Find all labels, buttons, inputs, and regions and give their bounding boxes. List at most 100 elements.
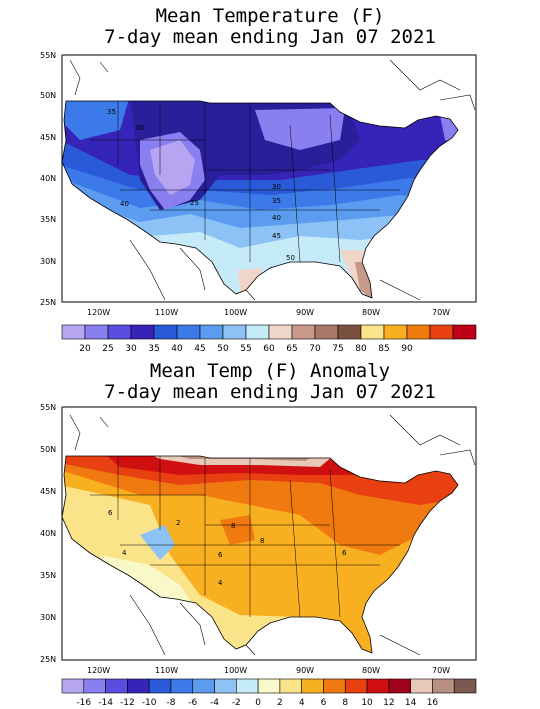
top-colorbar-label: 40 bbox=[171, 344, 183, 354]
lon-label: 110W bbox=[155, 666, 178, 675]
top-colorbar-swatch bbox=[176, 324, 201, 340]
bottom-colorbar-swatch bbox=[323, 678, 346, 694]
bottom-colorbar-label: 8 bbox=[342, 698, 348, 708]
lon-label: 120W bbox=[87, 308, 110, 317]
top-us-outline bbox=[61, 100, 459, 299]
top-contour-label: 40 bbox=[120, 200, 129, 208]
top-contour-label: 25 bbox=[190, 199, 199, 207]
top-colorbar-label: 20 bbox=[79, 344, 91, 354]
top-colorbar-swatch bbox=[130, 324, 155, 340]
bottom-lat-labels: 55N 50N 45N 40N 35N 30N 25N bbox=[40, 403, 56, 664]
lon-label: 90W bbox=[296, 666, 314, 675]
lon-label: 70W bbox=[432, 666, 450, 675]
top-contour-label: 35 bbox=[107, 108, 116, 116]
top-colorbar-label: 45 bbox=[194, 344, 205, 354]
bottom-colorbar-swatch bbox=[453, 678, 477, 694]
top-contour-label: 35 bbox=[272, 197, 281, 205]
top-colorbar-swatch bbox=[314, 324, 339, 340]
bottom-colorbar-swatch bbox=[192, 678, 215, 694]
top-colorbar-label: 70 bbox=[309, 344, 321, 354]
lat-label: 30N bbox=[40, 613, 56, 622]
bottom-colorbar-swatch bbox=[344, 678, 368, 694]
top-colorbar-swatch bbox=[429, 324, 454, 340]
bottom-colorbar-label: -8 bbox=[166, 698, 175, 708]
bottom-colorbar-swatch bbox=[388, 678, 411, 694]
bottom-contour-label: 6 bbox=[342, 549, 347, 557]
top-lon-labels: 120W 110W 100W 90W 80W 70W bbox=[87, 308, 450, 317]
lon-label: 100W bbox=[224, 666, 247, 675]
bottom-colorbar-label: -14 bbox=[98, 698, 113, 708]
lon-label: 80W bbox=[362, 666, 380, 675]
top-colorbar-swatch bbox=[199, 324, 224, 340]
top-contour-label: 45 bbox=[272, 232, 281, 240]
bottom-colorbar-swatch bbox=[236, 678, 259, 694]
bottom-colorbar-label: 4 bbox=[299, 698, 305, 708]
bottom-colorbar-label: -2 bbox=[232, 698, 241, 708]
bottom-colorbar-label: -4 bbox=[210, 698, 219, 708]
top-contour-label: 30 bbox=[272, 183, 281, 191]
bottom-anomaly-map: 6 2 8 4 6 8 4 6 55N 50N 45N 40N 35N 30N … bbox=[40, 403, 477, 708]
top-colorbar-label: 30 bbox=[125, 344, 137, 354]
lon-label: 110W bbox=[155, 308, 178, 317]
lat-label: 25N bbox=[40, 655, 56, 664]
bottom-contour-label: 2 bbox=[176, 519, 180, 527]
top-colorbar-swatch bbox=[61, 324, 86, 340]
bottom-contour-label: 8 bbox=[260, 537, 264, 545]
top-colorbar-label: 65 bbox=[286, 344, 297, 354]
top-colorbar-label: 90 bbox=[401, 344, 413, 354]
bottom-colorbar-label: 2 bbox=[277, 698, 283, 708]
top-colorbar-swatch bbox=[222, 324, 247, 340]
top-contour-labels: 35 30 40 25 30 35 40 45 50 bbox=[107, 108, 295, 262]
bottom-colorbar-label: 16 bbox=[427, 698, 439, 708]
bottom-colorbar-swatch bbox=[301, 678, 324, 694]
top-colorbar-swatch bbox=[268, 324, 293, 340]
top-colorbar-label: 60 bbox=[263, 344, 275, 354]
lon-label: 80W bbox=[362, 308, 380, 317]
bottom-colorbar-label: -12 bbox=[120, 698, 135, 708]
bottom-coastlines-outside bbox=[69, 414, 476, 656]
top-colorbar-label: 80 bbox=[355, 344, 367, 354]
bottom-colorbar-label: 0 bbox=[255, 698, 261, 708]
lat-label: 45N bbox=[40, 487, 56, 496]
top-colorbar-label: 35 bbox=[148, 344, 159, 354]
bottom-colorbar-label: -10 bbox=[142, 698, 157, 708]
top-lat-labels: 55N 50N 45N 40N 35N 30N 25N bbox=[40, 51, 56, 307]
bottom-colorbar-swatch bbox=[279, 678, 302, 694]
bottom-contour-label: 8 bbox=[231, 522, 235, 530]
lon-label: 120W bbox=[87, 666, 110, 675]
lat-label: 40N bbox=[40, 529, 56, 538]
top-colorbar-label: 25 bbox=[102, 344, 113, 354]
top-colorbar-swatch bbox=[452, 324, 477, 340]
top-state-borders bbox=[90, 101, 400, 263]
bottom-colorbar-swatch bbox=[170, 678, 194, 694]
bottom-contour-label: 6 bbox=[218, 551, 223, 559]
top-contour-label: 40 bbox=[272, 214, 281, 222]
top-map-title: Mean Temperature (F) bbox=[155, 5, 385, 27]
lon-label: 70W bbox=[432, 308, 450, 317]
lat-label: 25N bbox=[40, 298, 56, 307]
top-colorbar-swatch bbox=[360, 324, 385, 340]
bottom-colorbar-swatch bbox=[148, 678, 172, 694]
lat-label: 50N bbox=[40, 445, 56, 454]
top-colorbar-swatch bbox=[84, 324, 109, 340]
bottom-colorbar-label: 12 bbox=[383, 698, 394, 708]
bottom-colorbar-label: 14 bbox=[405, 698, 417, 708]
top-colorbar-label: 55 bbox=[240, 344, 251, 354]
bottom-colorbar: -16 -14 -12 -10 -8 -6 -4 -2 0 2 4 6 8 10 12 14 16 bbox=[61, 678, 477, 708]
top-contour-label: 30 bbox=[135, 124, 144, 132]
bottom-colorbar-swatch bbox=[127, 678, 150, 694]
lat-label: 35N bbox=[40, 571, 56, 580]
bottom-contour-label: 6 bbox=[108, 509, 113, 517]
bottom-us-outline bbox=[61, 455, 459, 654]
bottom-contour-labels: 6 2 8 4 6 8 4 6 bbox=[108, 509, 347, 587]
bottom-colorbar-swatch bbox=[61, 678, 85, 694]
bottom-colorbar-label: 6 bbox=[321, 698, 327, 708]
bottom-colorbar-label: -6 bbox=[188, 698, 197, 708]
top-colorbar-label: 75 bbox=[332, 344, 343, 354]
bottom-lon-labels: 120W 110W 100W 90W 80W 70W bbox=[87, 666, 450, 675]
top-colorbar-swatch bbox=[337, 324, 362, 340]
top-colorbar: 20 25 30 35 40 45 50 55 60 65 70 75 80 85 90 bbox=[61, 324, 477, 354]
lat-label: 35N bbox=[40, 215, 56, 224]
top-map-subtitle: 7-day mean ending Jan 07 2021 bbox=[104, 26, 436, 48]
bottom-colorbar-swatch bbox=[366, 678, 390, 694]
